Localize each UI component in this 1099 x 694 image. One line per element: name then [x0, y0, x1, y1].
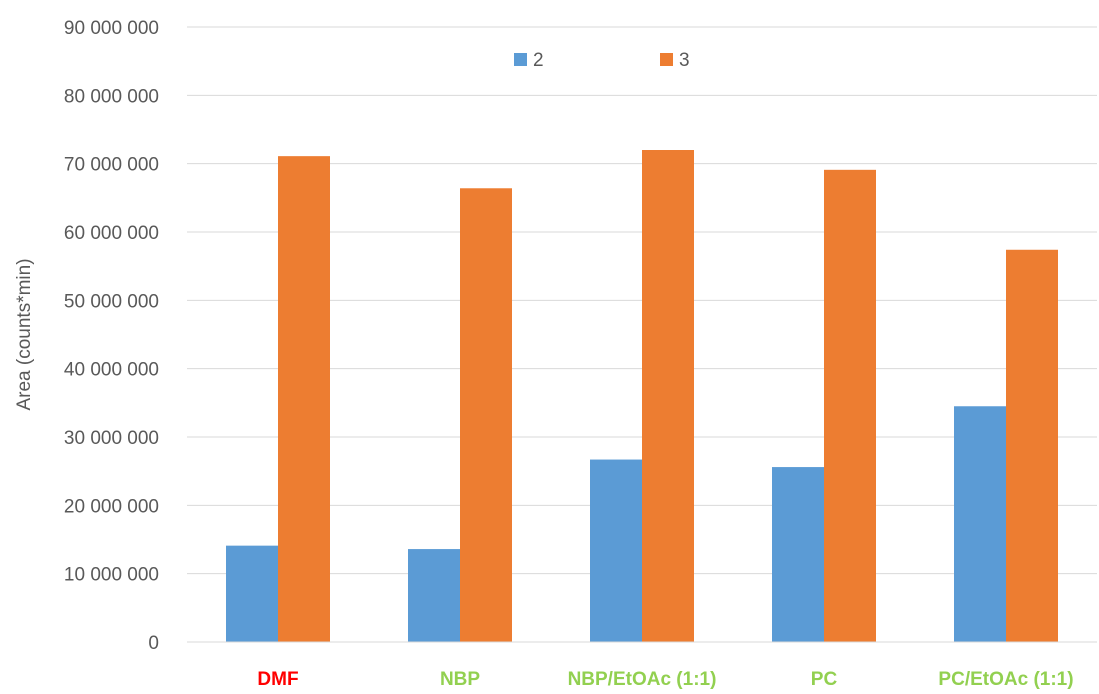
y-tick-label: 70 000 000 — [64, 155, 159, 176]
bars — [226, 150, 1058, 643]
y-tick-label: 10 000 000 — [64, 565, 159, 586]
bar-3-dmf — [278, 156, 330, 642]
bar-2-nbp — [408, 549, 460, 642]
bar-3-nbp — [460, 188, 512, 642]
y-tick-label: 50 000 000 — [64, 291, 159, 312]
legend-label: 2 — [533, 50, 544, 71]
bar-2-pc — [772, 467, 824, 642]
x-category-label: NBP — [440, 669, 480, 690]
bar-2-dmf — [226, 545, 278, 642]
x-category-label: PC/EtOAc (1:1) — [938, 669, 1073, 690]
bar-2-pc-etoac-1-1 — [954, 406, 1006, 642]
y-axis-ticks: 0 10 000 000 20 000 000 30 000 000 40 000 00… — [64, 18, 159, 654]
y-tick-label: 20 000 000 — [64, 496, 159, 517]
y-tick-label: 30 000 000 — [64, 428, 159, 449]
x-category-label: DMF — [257, 669, 298, 690]
x-axis-categories: DMF NBP NBP/EtOAc (1:1) PC PC/EtOAc (1:1) — [257, 669, 1073, 690]
y-tick-label: 0 — [148, 633, 159, 654]
legend-label: 3 — [679, 50, 690, 71]
bar-3-pc-etoac-1-1 — [1006, 249, 1058, 642]
y-tick-label: 80 000 000 — [64, 86, 159, 107]
bar-3-nbp-etoac-1-1 — [642, 150, 694, 642]
y-tick-label: 40 000 000 — [64, 360, 159, 381]
y-tick-label: 90 000 000 — [64, 18, 159, 39]
x-category-label: NBP/EtOAc (1:1) — [568, 669, 717, 690]
legend-swatch — [514, 53, 527, 66]
y-tick-label: 60 000 000 — [64, 223, 159, 244]
legend-swatch — [660, 53, 673, 66]
y-axis-title: Area (counts*min) — [14, 258, 35, 410]
bar-3-pc — [824, 169, 876, 643]
bar-2-nbp-etoac-1-1 — [590, 459, 642, 642]
x-category-label: PC — [811, 669, 838, 690]
